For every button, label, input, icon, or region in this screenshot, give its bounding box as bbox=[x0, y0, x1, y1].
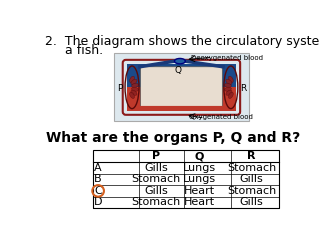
Ellipse shape bbox=[228, 76, 233, 83]
Ellipse shape bbox=[224, 87, 231, 91]
Text: Gills: Gills bbox=[240, 174, 263, 184]
Text: Lungs: Lungs bbox=[183, 174, 216, 184]
Ellipse shape bbox=[132, 83, 139, 87]
Text: Gills: Gills bbox=[144, 163, 168, 173]
Text: Gills: Gills bbox=[144, 186, 168, 196]
Text: Q: Q bbox=[195, 151, 204, 161]
Text: 2.  The diagram shows the circulatory system of: 2. The diagram shows the circulatory sys… bbox=[45, 35, 320, 48]
Text: Stomach: Stomach bbox=[227, 186, 276, 196]
Ellipse shape bbox=[224, 83, 231, 87]
Text: D: D bbox=[94, 198, 102, 207]
Text: Deoxygenated blood: Deoxygenated blood bbox=[191, 55, 263, 61]
Text: What are the organs P, Q and R?: What are the organs P, Q and R? bbox=[46, 131, 300, 145]
Text: Q: Q bbox=[174, 66, 181, 75]
Ellipse shape bbox=[130, 76, 134, 83]
Text: Heart: Heart bbox=[184, 198, 215, 207]
Ellipse shape bbox=[131, 79, 137, 84]
Bar bbox=[93, 150, 279, 208]
Text: P: P bbox=[117, 84, 122, 93]
Text: a fish.: a fish. bbox=[45, 44, 103, 57]
FancyBboxPatch shape bbox=[114, 54, 249, 121]
FancyBboxPatch shape bbox=[127, 87, 236, 111]
FancyBboxPatch shape bbox=[140, 67, 222, 108]
Text: A: A bbox=[94, 163, 102, 173]
Ellipse shape bbox=[226, 79, 232, 84]
FancyBboxPatch shape bbox=[127, 64, 236, 87]
Text: R: R bbox=[240, 84, 246, 93]
Ellipse shape bbox=[174, 59, 185, 64]
Ellipse shape bbox=[131, 90, 137, 95]
Ellipse shape bbox=[226, 90, 232, 95]
Text: C: C bbox=[94, 186, 102, 196]
Text: Stomach: Stomach bbox=[132, 174, 181, 184]
Ellipse shape bbox=[130, 92, 134, 98]
Text: Stomach: Stomach bbox=[227, 163, 276, 173]
Text: Stomach: Stomach bbox=[132, 198, 181, 207]
Ellipse shape bbox=[228, 92, 233, 98]
Text: Lungs: Lungs bbox=[183, 163, 216, 173]
Text: Gills: Gills bbox=[240, 198, 263, 207]
Text: Oxygenated blood: Oxygenated blood bbox=[189, 114, 253, 120]
Text: Heart: Heart bbox=[184, 186, 215, 196]
Text: P: P bbox=[152, 151, 160, 161]
Ellipse shape bbox=[132, 87, 139, 91]
Text: R: R bbox=[247, 151, 256, 161]
Text: B: B bbox=[94, 174, 102, 184]
